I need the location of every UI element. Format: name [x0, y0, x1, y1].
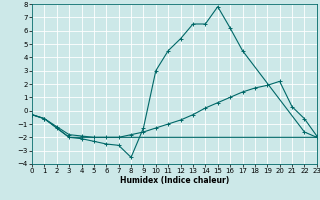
X-axis label: Humidex (Indice chaleur): Humidex (Indice chaleur) [120, 176, 229, 185]
